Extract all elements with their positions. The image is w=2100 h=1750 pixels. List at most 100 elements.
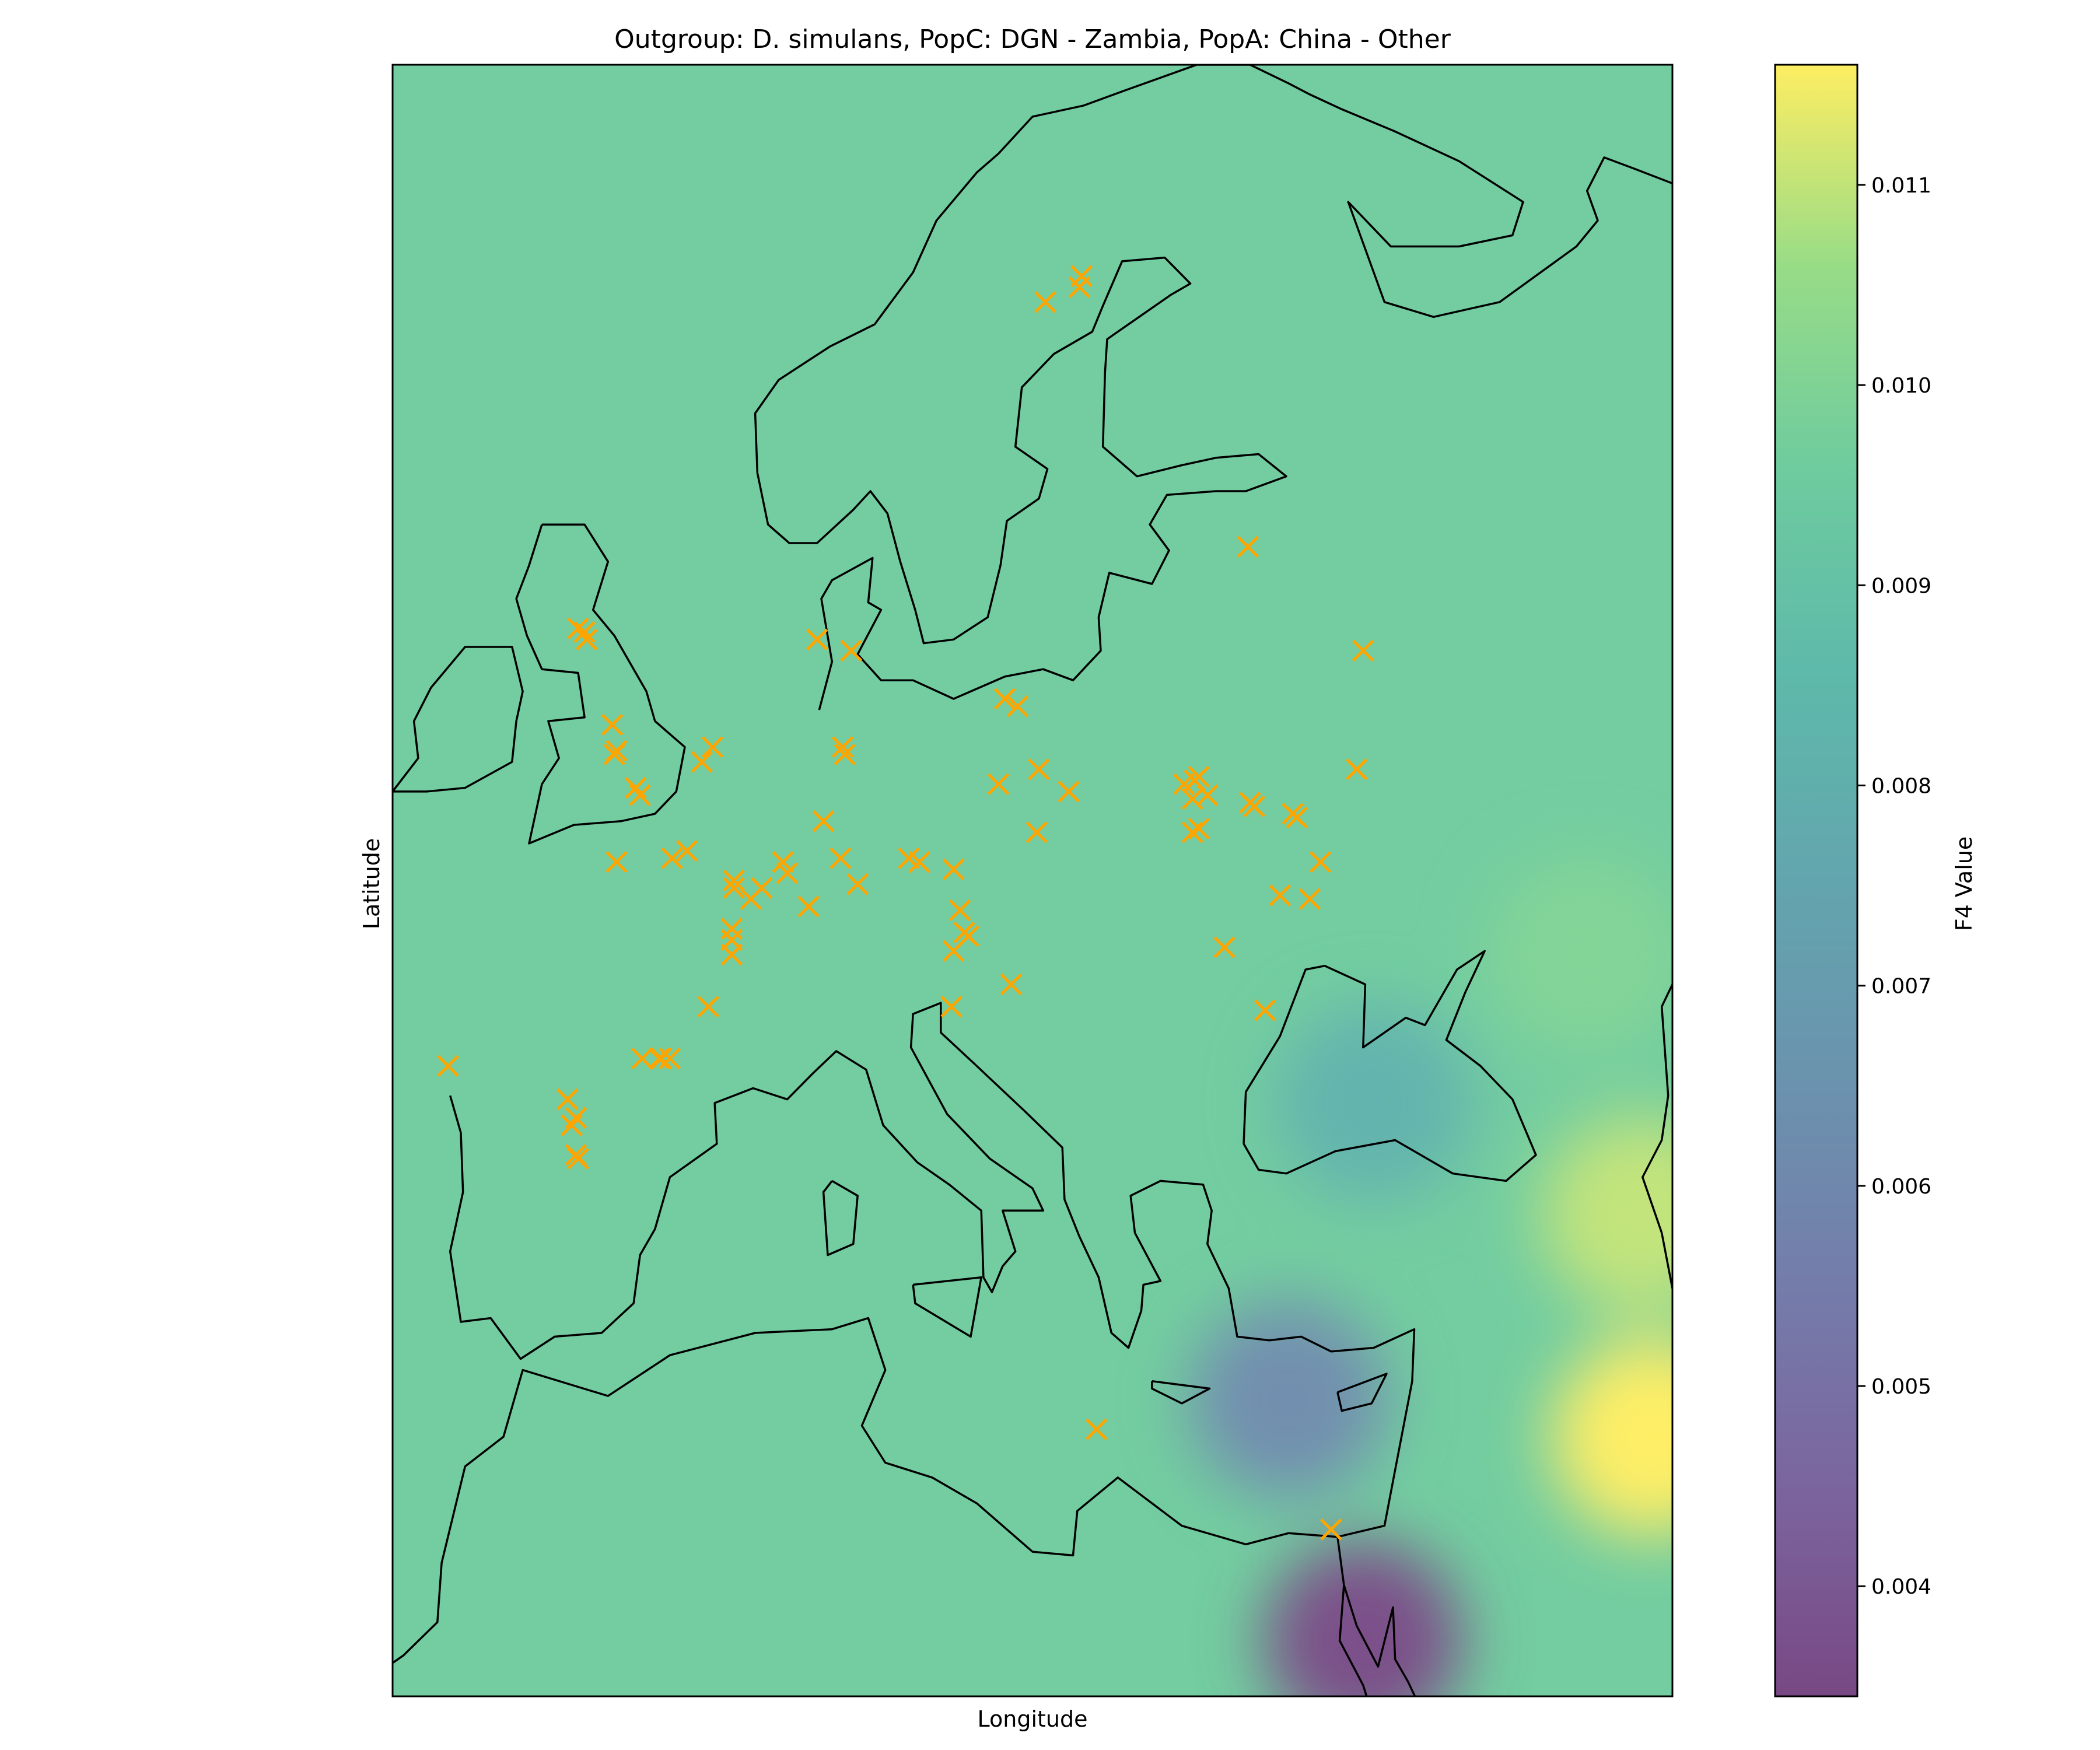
sample-marker (846, 873, 869, 895)
sample-marker (691, 751, 713, 773)
sample-marker (1309, 850, 1332, 873)
sample-marker (1006, 695, 1029, 718)
coastline (1642, 984, 1672, 1289)
colorbar-gradient (1775, 65, 1857, 1696)
gradient-hotspot (1264, 1541, 1462, 1696)
coastlines (393, 65, 1672, 1696)
sample-marker (840, 639, 862, 662)
sample-marker (1196, 784, 1219, 807)
sample-marker (567, 617, 589, 640)
colorbar-ticks: 0.004 0.005 0.006 0.007 0.008 0.009 0.010 0.011 (1857, 174, 1931, 1599)
y-axis-label: Latitude (359, 838, 384, 929)
gradient-hotspot (1552, 1338, 1672, 1536)
colorbar-tick-label: 0.005 (1871, 1375, 1931, 1399)
gradient-hotspot (1488, 855, 1672, 1054)
colorbar-frame (1774, 64, 1859, 1698)
colorbar-tick-label: 0.011 (1871, 174, 1931, 198)
colorbar: 0.004 0.005 0.006 0.007 0.008 0.009 0.010 0.011… (1774, 64, 1977, 1698)
sample-marker (942, 858, 965, 881)
sample-marker (723, 877, 745, 899)
map-background-field (393, 65, 1672, 1696)
sample-marker (812, 810, 835, 832)
sample-marker (908, 850, 930, 873)
sample-marker (720, 943, 743, 966)
sample-marker (949, 899, 971, 922)
sample-marker (565, 1144, 587, 1166)
sample-marker (1188, 765, 1210, 788)
sample-marker (830, 847, 852, 870)
f4-gradient-field (1189, 855, 1672, 1696)
colorbar-tick-label: 0.010 (1871, 374, 1931, 398)
sample-marker (987, 773, 1010, 795)
colorbar-label: F4 Value (1951, 836, 1977, 931)
sample-marker (720, 918, 743, 940)
sample-marker (701, 736, 724, 758)
gradient-hotspot (1275, 1003, 1474, 1202)
sample-marker (648, 1047, 670, 1070)
sample-marker (723, 869, 745, 892)
sample-marker (993, 688, 1016, 710)
sample-marker (1213, 936, 1236, 958)
sample-marker (650, 1047, 673, 1070)
sample-marker (676, 839, 698, 862)
colorbar-tick-label: 0.004 (1871, 1575, 1931, 1599)
sample-marker (772, 850, 794, 873)
coastline (822, 1180, 859, 1256)
colorbar-tick-label: 0.008 (1871, 774, 1931, 798)
sample-marker (1188, 817, 1210, 840)
sample-marker (556, 1088, 579, 1111)
sample-marker (631, 1047, 653, 1070)
coastline (393, 1002, 1416, 1664)
sample-marker (1070, 265, 1093, 288)
sample-marker (561, 1114, 583, 1136)
sample-marker (957, 925, 980, 947)
sample-marker (601, 713, 624, 736)
sample-marker (1034, 291, 1056, 313)
coastline (393, 274, 394, 278)
sample-marker (797, 895, 820, 918)
sample-marker (1237, 536, 1259, 558)
sample-marker (940, 995, 963, 1018)
sample-marker (603, 743, 626, 766)
sample-marker (659, 1047, 681, 1070)
sample-marker (661, 847, 683, 870)
sample-marker (834, 743, 856, 766)
map-frame (391, 64, 1674, 1698)
sample-marker (1028, 758, 1050, 780)
colorbar-tick-label: 0.009 (1871, 574, 1931, 598)
map-area (391, 64, 1674, 1698)
sample-marker (1254, 999, 1276, 1021)
coastline (1336, 1536, 1416, 1696)
coastline (912, 1276, 982, 1338)
gradient-hotspot (1189, 1300, 1388, 1499)
sample-marker (629, 784, 651, 807)
sample-marker (806, 628, 828, 651)
sample-marker (1058, 780, 1080, 803)
sample-marker (437, 1055, 459, 1077)
coastline (1242, 950, 1537, 1182)
sample-marker (776, 862, 799, 884)
coastline (754, 65, 1672, 710)
sample-marker (750, 877, 773, 899)
sample-markers (437, 265, 1374, 1541)
sample-marker (1352, 639, 1374, 662)
x-axis-label: Longitude (978, 1706, 1088, 1732)
sample-marker (1269, 884, 1291, 907)
sample-marker (1243, 795, 1266, 818)
coastline (1151, 1380, 1211, 1405)
sample-marker (1000, 973, 1023, 996)
sample-marker (1286, 806, 1308, 829)
coastline (1336, 1373, 1388, 1412)
sample-marker (1346, 758, 1368, 780)
gradient-hotspot (1541, 1115, 1672, 1314)
coastline (393, 646, 524, 793)
sample-marker (1181, 821, 1204, 844)
sample-marker (1085, 1418, 1108, 1441)
sample-marker (831, 736, 854, 758)
sample-marker (697, 995, 719, 1018)
sample-marker (1298, 888, 1321, 911)
sample-marker (606, 850, 628, 873)
sample-marker (1320, 1518, 1342, 1541)
coastline (515, 523, 686, 845)
